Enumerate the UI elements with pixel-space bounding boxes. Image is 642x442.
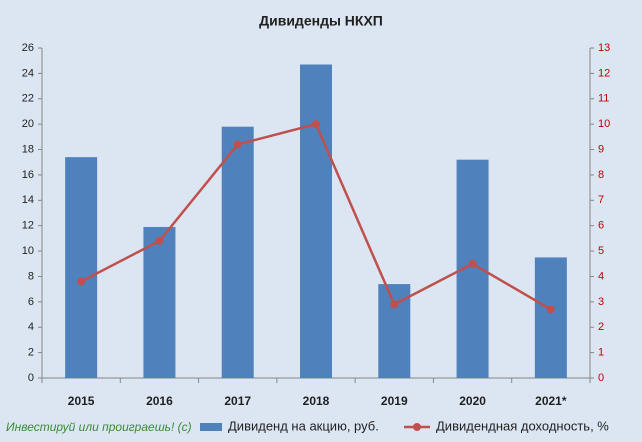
legend-label: Дивидендная доходность, % xyxy=(436,418,609,433)
y2-tick-label: 10 xyxy=(598,118,610,130)
y2-tick-label: 3 xyxy=(598,296,604,308)
line-marker xyxy=(546,305,555,314)
line-marker xyxy=(390,300,399,309)
y-tick-label: 10 xyxy=(22,245,34,257)
y2-tick-label: 0 xyxy=(598,372,604,384)
bar xyxy=(143,226,176,378)
y-tick-label: 16 xyxy=(22,169,34,181)
watermark: Инвестируй или проиграешь! (с) xyxy=(6,420,192,434)
y2-tick-label: 8 xyxy=(598,169,604,181)
bar xyxy=(221,126,254,378)
y-tick-label: 0 xyxy=(28,372,34,384)
line-marker xyxy=(155,236,164,245)
x-tick-label: 2016 xyxy=(146,394,173,408)
x-tick-label: 2019 xyxy=(381,394,408,408)
y-tick-label: 22 xyxy=(22,93,34,105)
chart-title: Дивиденды НКХП xyxy=(259,13,383,29)
y-tick-label: 12 xyxy=(22,220,34,232)
bar xyxy=(300,64,332,378)
x-tick-label: 2017 xyxy=(224,394,251,408)
y2-tick-label: 6 xyxy=(598,220,604,232)
line-marker xyxy=(233,140,242,149)
y2-tick-label: 2 xyxy=(598,321,604,333)
y-tick-label: 2 xyxy=(28,347,34,359)
bar xyxy=(534,257,567,378)
y-tick-label: 6 xyxy=(28,296,34,308)
y2-tick-label: 1 xyxy=(598,347,604,359)
bar xyxy=(65,157,98,378)
x-tick-label: 2015 xyxy=(68,394,95,408)
x-tick-label: 2021* xyxy=(535,394,567,408)
y2-tick-label: 12 xyxy=(598,67,610,79)
legend-marker xyxy=(413,423,421,431)
y2-tick-label: 11 xyxy=(598,93,609,105)
y-tick-label: 18 xyxy=(22,143,34,155)
y2-tick-label: 13 xyxy=(598,42,610,54)
y2-tick-label: 4 xyxy=(598,270,604,282)
line-marker xyxy=(77,277,86,286)
y-tick-label: 8 xyxy=(28,270,34,282)
y-tick-label: 26 xyxy=(22,42,34,54)
y2-tick-label: 9 xyxy=(598,143,604,155)
y-tick-label: 20 xyxy=(22,118,34,130)
line-marker xyxy=(312,120,320,129)
y-tick-label: 4 xyxy=(28,321,34,333)
y-tick-label: 24 xyxy=(22,67,34,79)
x-tick-label: 2020 xyxy=(459,394,486,408)
x-tick-label: 2018 xyxy=(303,394,330,408)
y2-tick-label: 5 xyxy=(598,245,604,257)
legend-label: Дивиденд на акцию, руб. xyxy=(228,418,379,433)
y2-tick-label: 7 xyxy=(598,194,604,206)
line-marker xyxy=(468,259,477,268)
y-tick-label: 14 xyxy=(22,194,34,206)
legend-swatch xyxy=(200,423,222,431)
